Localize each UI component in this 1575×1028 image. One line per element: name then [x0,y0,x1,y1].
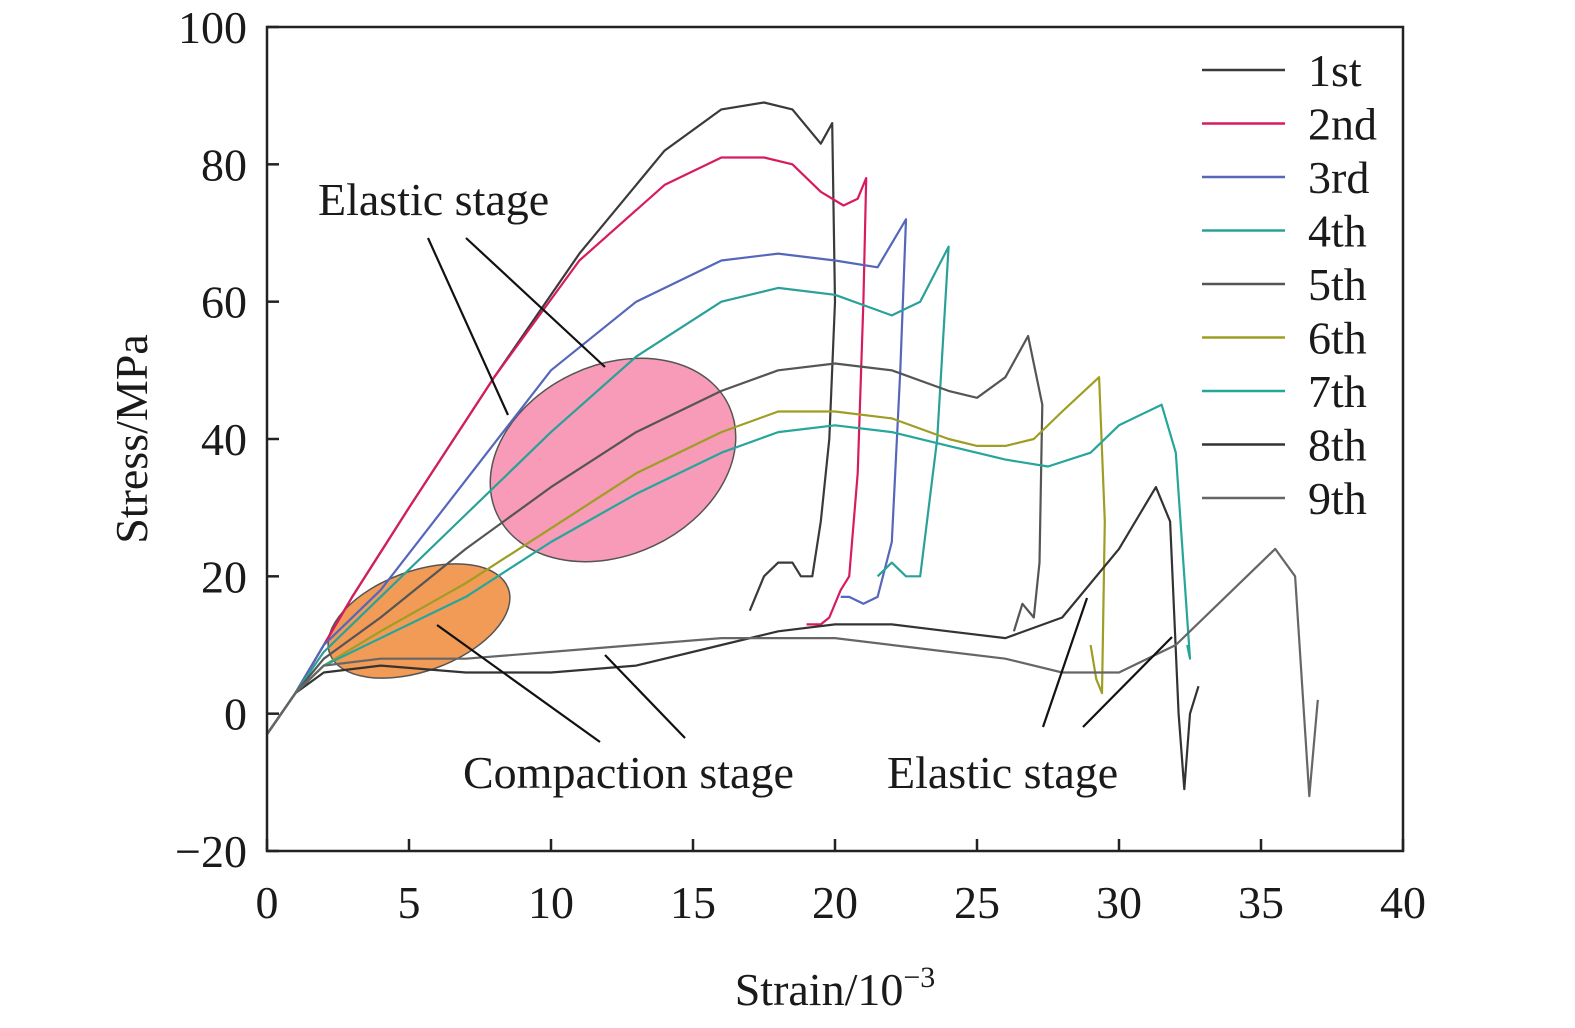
y-tick-label: 60 [201,277,247,328]
legend-label-5th: 5th [1308,259,1367,310]
annotation-leader-line [1082,636,1173,728]
annotation-leaders [426,237,1173,743]
annotation-elastic-stage-lower: Elastic stage [887,747,1118,798]
annotation-elastic-stage-upper: Elastic stage [318,174,549,225]
series-line-4th [266,245,950,735]
x-tick-label: 35 [1238,877,1284,928]
series-line-5th [266,334,1044,735]
legend-label-1st: 1st [1308,45,1362,96]
x-tick-label: 25 [954,877,1000,928]
annotation-leader-line [426,237,510,416]
y-tick-label: 20 [201,551,247,602]
annotation-leader-line [436,624,601,743]
x-tick-label: 10 [528,877,574,928]
x-tick-label: 40 [1380,877,1426,928]
legend-label-2nd: 2nd [1308,99,1377,150]
x-tick-label: 15 [670,877,716,928]
series-line-6th [266,376,1106,735]
series-line-3rd [266,218,908,735]
x-axis-title: Strain/10−3 [735,961,936,1015]
y-tick-label: 40 [201,414,247,465]
stage-regions [327,357,737,679]
elastic-stage-region [489,357,737,563]
annotation-leader-line [465,237,606,368]
y-tick-label: 0 [224,689,247,740]
y-tick-label: 80 [201,139,247,190]
x-tick-label: 5 [398,877,421,928]
legend-label-8th: 8th [1308,420,1367,471]
legend-label-6th: 6th [1308,313,1367,364]
legend-label-4th: 4th [1308,206,1367,257]
series-lines [266,101,1319,798]
series-line-7th [266,403,1192,735]
y-tick-label: −20 [175,826,247,877]
y-axis-title: Stress/MPa [106,334,157,544]
legend-label-3rd: 3rd [1308,152,1369,203]
series-line-8th [266,486,1200,791]
legend-label-7th: 7th [1308,366,1367,417]
x-tick-label: 0 [256,877,279,928]
x-tick-label: 20 [812,877,858,928]
plot-frame [265,25,1405,853]
annotation-leader-line [604,654,686,739]
series-line-2nd [266,156,868,735]
y-tick-label: 100 [178,2,247,53]
annotation-compaction-stage: Compaction stage [463,747,794,798]
annotation-leader-line [1041,597,1089,728]
legend-label-9th: 9th [1308,473,1367,524]
x-tick-label: 30 [1096,877,1142,928]
series-line-9th [266,547,1319,798]
